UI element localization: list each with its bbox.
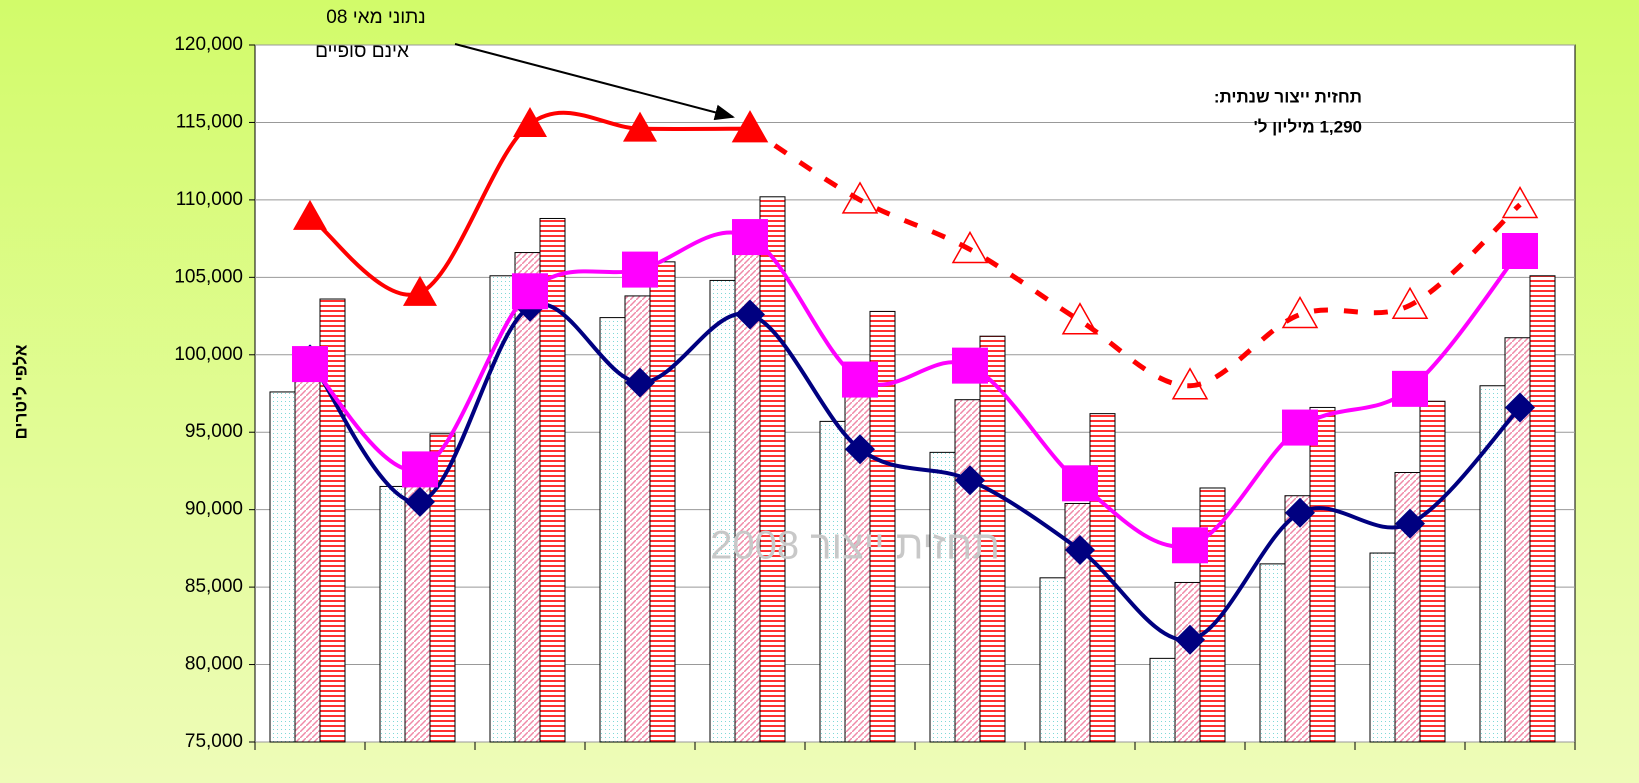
y-tick-label: 95,000 [185,421,243,442]
annotation-arrow [454,43,735,121]
y-tick-label: 90,000 [185,499,243,520]
marker [405,486,435,517]
marker [293,199,327,230]
marker [1175,624,1205,655]
watermark: תחזית ייצור 2008 [710,524,1000,568]
marker [403,275,437,306]
plot-area [254,44,1576,743]
y-tick-label: 85,000 [185,576,243,597]
bar [1149,657,1176,743]
annotation: 1,290 מיליון ל' [1254,117,1362,136]
marker [402,451,438,488]
y-tick-label: 105,000 [174,266,243,287]
bar [1479,385,1506,743]
marker [1171,367,1209,400]
bar [1174,581,1201,743]
y-axis-label: אלפי ליטרים [11,344,30,439]
marker [1501,186,1539,219]
bar [1039,577,1066,743]
marker [513,106,547,137]
bar [929,451,956,743]
bar [624,295,651,743]
bar [1309,406,1336,743]
bar [979,335,1006,743]
bar [1419,400,1446,743]
marker [841,181,879,214]
y-tick-label: 100,000 [174,344,243,365]
marker [1172,527,1208,564]
bar [379,485,406,743]
marker [955,465,985,496]
y-tick-label: 75,000 [185,731,243,752]
marker [1065,534,1095,565]
bar [1284,495,1311,743]
marker [622,251,658,288]
marker [623,111,657,142]
bar [514,252,541,743]
bar [759,196,786,743]
marker [1502,233,1538,270]
bar [709,279,736,743]
y-tick-label: 115,000 [176,111,243,132]
bar [819,420,846,743]
annotation: אינם סופיים [315,41,409,62]
marker [735,299,765,330]
marker [1282,409,1318,446]
marker [732,219,768,256]
line [748,126,1522,389]
marker [625,367,655,398]
bar [294,354,321,743]
marker [1061,302,1099,335]
marker [952,347,988,384]
bar [649,261,676,743]
bar [404,478,431,743]
marker [1281,295,1319,329]
marker [512,273,548,310]
marker [292,346,328,383]
marker [1392,370,1428,407]
bar [489,275,516,743]
bar [1369,552,1396,743]
marker [733,111,767,142]
y-tick-label: 110,000 [176,189,243,210]
bar [734,245,761,743]
bar [599,317,626,743]
marker [845,434,875,465]
annotation: תחזית ייצור שנתית: [1214,87,1362,106]
marker [1395,508,1425,539]
bar [1259,563,1286,743]
marker [1391,286,1429,319]
marker [1285,497,1315,528]
marker [1062,465,1098,502]
marker [842,361,878,398]
marker [1505,392,1535,423]
annotation: נתוני מאי 08 [326,7,425,28]
bar [954,399,981,743]
y-tick-label: 120,000 [174,34,243,55]
marker [951,230,989,264]
y-tick-label: 80,000 [185,654,243,675]
bar [1529,275,1556,743]
bar [269,391,296,743]
